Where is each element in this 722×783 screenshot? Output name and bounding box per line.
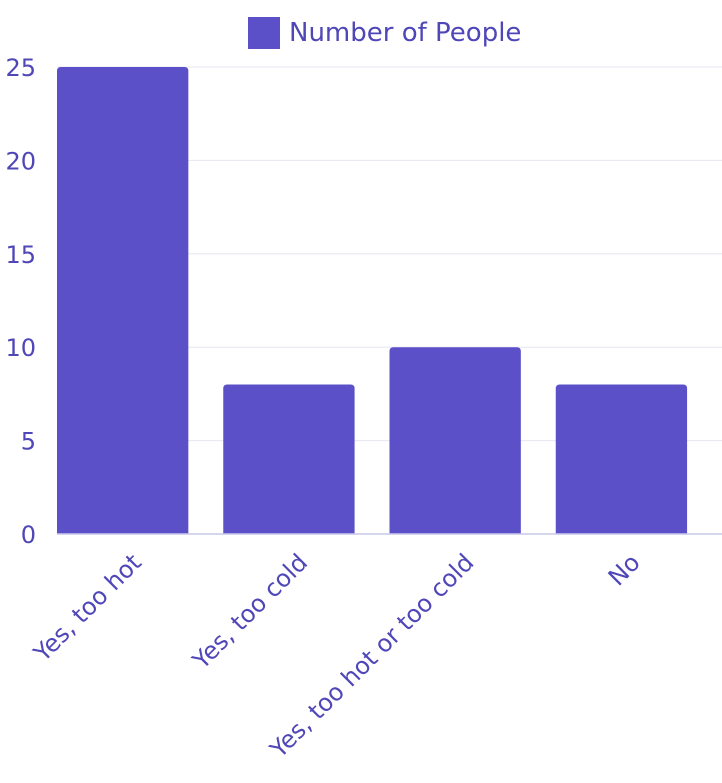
x-tick-label: Yes, too hot [28, 548, 147, 667]
legend-label: Number of People [289, 18, 521, 48]
legend: Number of People [248, 17, 521, 49]
y-tick-label: 20 [5, 147, 36, 175]
bar-yes-too-hot [57, 67, 189, 534]
legend-swatch [248, 17, 280, 49]
x-tick-label: Yes, too cold [186, 548, 313, 675]
y-tick-label: 0 [21, 521, 36, 549]
bar-no [555, 384, 688, 534]
y-tick-label: 25 [5, 54, 36, 82]
x-tick-label: No [603, 548, 646, 591]
y-tick-label: 15 [5, 241, 36, 269]
bar-yes-too-cold [223, 384, 355, 534]
y-tick-label: 10 [5, 334, 36, 362]
y-tick-label: 5 [21, 428, 36, 456]
bar-yes-too-hot-or-too-cold [389, 347, 521, 534]
bars [57, 67, 688, 534]
